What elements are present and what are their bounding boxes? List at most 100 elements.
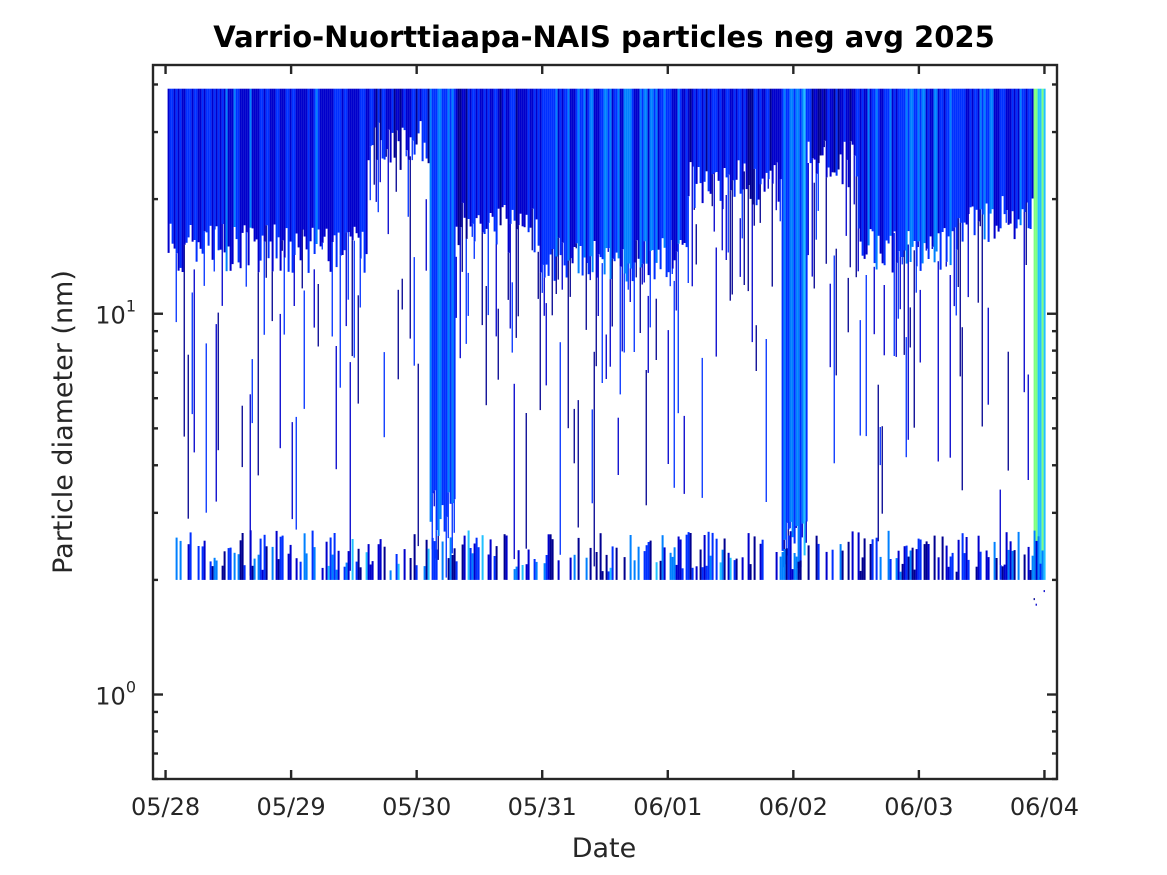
heatmap-column (1019, 88, 1022, 226)
heatmap-column (357, 88, 360, 580)
heatmap-band (353, 88, 356, 227)
heatmap-base (831, 549, 834, 580)
heatmap-band (207, 88, 210, 246)
heatmap-band (689, 88, 692, 163)
heatmap-base (253, 558, 256, 580)
heatmap-column (305, 88, 308, 580)
heatmap-band (397, 88, 400, 142)
heatmap-base (687, 532, 690, 580)
heatmap-column (183, 88, 186, 437)
heatmap-base (951, 552, 954, 580)
heatmap-column (419, 88, 422, 122)
heatmap-streak (175, 253, 177, 323)
heatmap-band (771, 88, 774, 184)
heatmap-column (723, 88, 726, 580)
heatmap-base (913, 569, 916, 580)
heatmap-band (885, 88, 888, 241)
heatmap-band (667, 88, 670, 273)
heatmap-base (213, 557, 216, 580)
heatmap-band (863, 88, 866, 259)
heatmap-column (913, 88, 916, 580)
heatmap-base (863, 538, 866, 580)
heatmap-band (1001, 88, 1004, 197)
heatmap-band (475, 88, 478, 219)
heatmap-band (295, 88, 298, 234)
heatmap-base (347, 551, 350, 580)
heatmap-base (503, 534, 506, 580)
heatmap-band (845, 88, 848, 160)
heatmap-column (1003, 88, 1006, 580)
heatmap-column (969, 88, 972, 208)
heatmap-column (365, 88, 368, 580)
heatmap-band (801, 88, 804, 524)
heatmap-streak (313, 269, 315, 328)
heatmap-column (527, 88, 530, 580)
x-tick-label: 06/01 (633, 793, 702, 821)
heatmap-streak (865, 275, 867, 437)
heatmap-band (961, 88, 964, 242)
heatmap-streak (241, 405, 243, 468)
heatmap-column (225, 88, 228, 272)
heatmap-band (259, 88, 262, 261)
heatmap-streak (903, 250, 905, 355)
heatmap-band (401, 88, 404, 128)
heatmap-column (567, 88, 570, 429)
heatmap-column (957, 88, 960, 580)
heatmap-base (825, 551, 828, 580)
heatmap-band (701, 88, 704, 204)
heatmap-band (609, 88, 612, 280)
heatmap-column (171, 88, 174, 244)
heatmap-column (269, 88, 272, 242)
heatmap-streak (383, 352, 385, 438)
heatmap-streak (461, 202, 463, 272)
heatmap-column (965, 88, 968, 580)
heatmap-column (195, 88, 198, 262)
heatmap-column (541, 88, 544, 293)
heatmap-column (1025, 88, 1028, 265)
heatmap-column (595, 88, 598, 580)
heatmap-band (695, 88, 698, 184)
heatmap-band (635, 88, 638, 241)
heatmap-band (257, 88, 260, 273)
heatmap-column (883, 88, 886, 356)
heatmap-streak (731, 180, 733, 295)
heatmap-column (201, 88, 204, 580)
heatmap-base (557, 560, 560, 580)
heatmap-streak (539, 272, 541, 411)
heatmap-column (511, 88, 514, 353)
heatmap-column (923, 88, 926, 580)
heatmap-streak (629, 268, 631, 302)
heatmap-band (465, 88, 468, 239)
heatmap-band (391, 88, 394, 133)
heatmap-streak (619, 266, 621, 395)
heatmap-base (1007, 549, 1010, 580)
heatmap-band (415, 88, 418, 145)
heatmap-column (553, 88, 556, 281)
heatmap-column (729, 88, 732, 580)
heatmap-column (751, 88, 754, 343)
heatmap-band (431, 88, 434, 494)
heatmap-band (457, 88, 460, 246)
heatmap-streak (833, 255, 835, 464)
heatmap-band (849, 88, 852, 142)
heatmap-column (197, 88, 200, 580)
heatmap-column (1011, 88, 1014, 580)
heatmap-band (785, 88, 788, 523)
heatmap-base (325, 541, 328, 580)
heatmap-band (435, 88, 438, 531)
heatmap-base (215, 560, 218, 580)
heatmap-column (583, 88, 586, 258)
heatmap-column (865, 88, 868, 437)
heatmap-column (233, 88, 236, 580)
heatmap-streak (515, 229, 517, 338)
heatmap-base (909, 550, 912, 580)
heatmap-column (203, 88, 206, 580)
heatmap-band (957, 88, 960, 219)
heatmap-band (935, 88, 938, 252)
heatmap-band (471, 88, 474, 224)
heatmap-band (311, 88, 314, 228)
heatmap-column (605, 88, 608, 580)
heatmap-base (371, 561, 374, 580)
heatmap-base (947, 566, 950, 580)
